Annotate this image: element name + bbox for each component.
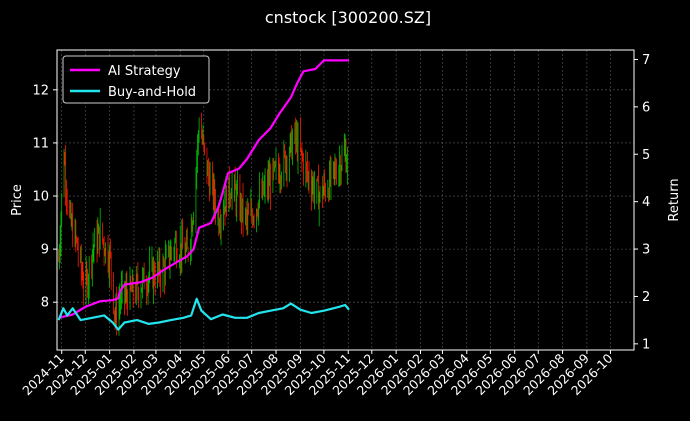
right-axis: 1 2 3 4 5 6 7: [634, 53, 650, 352]
series-line-ai-strategy: [58, 59, 349, 319]
legend-label-ai-strategy: AI Strategy: [108, 64, 181, 79]
y-right-tick-label: 5: [642, 148, 650, 163]
legend: AI Strategy Buy-and-Hold: [62, 55, 210, 104]
y-right-tick-label: 7: [642, 53, 650, 68]
y-right-tick-label: 1: [642, 337, 650, 352]
y-right-tick-label: 4: [642, 195, 650, 210]
y-axis-label-right: Return: [667, 178, 682, 221]
y-right-tick-label: 2: [642, 290, 650, 305]
left-axis: 8 9 10 11 12: [32, 83, 57, 311]
y-axis-label-left: Price: [10, 184, 25, 216]
legend-label-buy-and-hold: Buy-and-Hold: [108, 85, 196, 100]
chart-title: cnstock [300200.SZ]: [265, 8, 431, 27]
return-lines: [57, 59, 350, 331]
plot-frame: [56, 49, 635, 351]
y-left-tick-label: 9: [41, 243, 49, 258]
y-left-tick-label: 8: [41, 296, 49, 311]
y-right-tick-label: 6: [642, 100, 650, 115]
y-right-tick-label: 3: [642, 243, 650, 258]
y-left-tick-label: 11: [32, 136, 49, 151]
y-left-tick-label: 12: [32, 83, 49, 98]
series-line-buy-and-hold: [57, 297, 350, 331]
y-left-tick-label: 10: [32, 190, 49, 205]
price-candles: [58, 112, 348, 336]
